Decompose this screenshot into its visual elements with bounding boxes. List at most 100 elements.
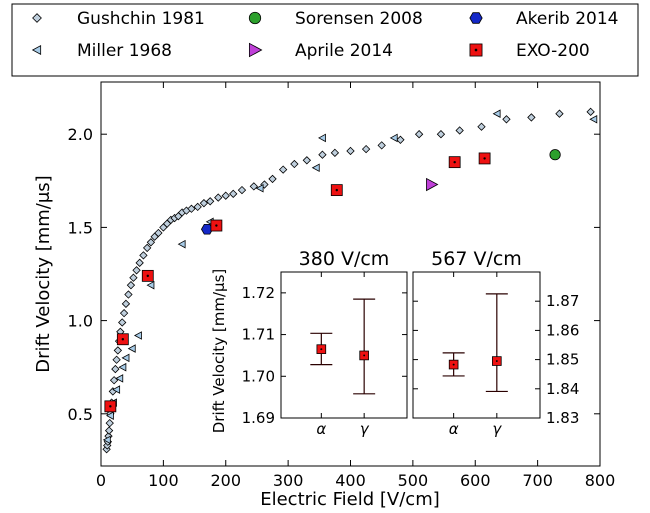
inset-y-tick-label: 1.71 [242,326,275,344]
inset-point-dot [452,363,455,366]
series-akerib-2014 [200,224,214,235]
inset-frame [280,271,408,419]
point-gushchin-1981 [586,107,595,116]
legend-marker-aprile-2014 [248,42,263,58]
point-exo-200-dot [483,157,486,160]
point-gushchin-1981 [237,185,247,195]
point-gushchin-1981 [111,364,120,374]
point-gushchin-1981 [346,146,355,156]
point-exo-200 [478,152,491,165]
x-tick-label: 800 [585,471,616,490]
point-gushchin-1981 [129,273,138,282]
inset-error-bar [485,293,508,393]
legend-label-gushchin-1981: Gushchin 1981 [77,9,205,29]
inset-point [448,359,459,370]
inset-error-bar [353,298,376,395]
point-miller-1968 [112,385,121,394]
point-sorensen-2008 [549,149,561,161]
insets: 380 V/cm 1.69 1.70 1.71 1.72 Drift Velocity [… [210,248,579,438]
point-gushchin-1981 [112,355,121,364]
point-gushchin-1981 [414,130,424,139]
point-exo-200 [448,156,461,169]
y-tick-label: 1.5 [68,218,93,237]
inset-y-axis-label: Drift Velocity [mm/μs] [210,269,228,434]
main-axes: 0 100 200 300 400 500 600 700 800 0.5 1.0 1.5 2.0 El… [33,81,616,510]
point-miller-1968 [177,239,186,249]
legend-label-aprile-2014: Aprile 2014 [295,41,393,61]
inset-title: 567 V/cm [431,248,522,270]
inset-y-tick-label: 1.69 [242,409,275,427]
point-gushchin-1981 [146,238,156,247]
point-gushchin-1981 [377,141,386,150]
point-gushchin-1981 [126,281,136,290]
x-tick-label: 700 [522,471,553,490]
inset-point [492,356,502,366]
legend-marker-sorensen-2008 [248,11,262,25]
legend-marker-exo-200-dot [474,48,478,52]
x-tick-label: 200 [210,471,241,490]
point-gushchin-1981 [455,126,464,135]
main-axis-ticks: 0 100 200 300 400 500 600 700 800 0.5 1.0 1.5 2.0 [68,82,616,490]
inset-y-tick-label: 1.70 [242,367,275,385]
inset-title: 380 V/cm [299,248,390,270]
point-miller-1968 [102,435,111,445]
inset-point [316,344,327,354]
legend-marker-miller-1968 [31,45,42,55]
inset-category-label: γ [492,420,502,438]
series-sorensen-2008 [549,149,561,161]
y-tick-label: 2.0 [68,125,93,144]
point-gushchin-1981 [302,156,312,165]
point-gushchin-1981 [121,299,131,308]
x-tick-label: 300 [273,471,304,490]
point-miller-1968 [146,280,155,290]
inset-1: 380 V/cm 1.69 1.70 1.71 1.72 Drift Velocity [… [210,248,408,438]
point-miller-1968 [118,362,127,372]
legend-label-exo-200: EXO-200 [516,41,590,61]
point-gushchin-1981 [118,318,127,327]
y-tick-label: 0.5 [68,405,93,424]
point-miller-1968 [115,374,124,383]
point-miller-1968 [255,183,264,193]
point-gushchin-1981 [396,135,405,144]
point-exo-200-dot [146,274,149,278]
series-exo-200 [104,152,491,413]
legend-frame [11,3,639,77]
point-gushchin-1981 [135,258,144,267]
point-gushchin-1981 [555,109,564,118]
point-gushchin-1981 [477,122,486,131]
point-gushchin-1981 [527,113,536,122]
point-gushchin-1981 [132,266,141,275]
point-exo-200-dot [335,188,338,192]
point-exo-200 [141,269,154,282]
point-exo-200 [330,184,343,197]
y-tick-label: 1.0 [68,312,93,331]
point-exo-200-dot [453,160,456,164]
point-gushchin-1981 [502,115,511,124]
point-gushchin-1981 [139,251,148,260]
legend-marker-gushchin-1981 [32,13,42,23]
inset-y-tick-label: 1.85 [546,351,579,369]
point-exo-200 [104,400,117,413]
inset-y-tick-label: 1.72 [242,284,275,302]
inset-2: 567 V/cm 1.83 1.84 1.85 1.86 1.87 α γ [412,248,579,438]
point-gushchin-1981 [102,445,111,454]
inset-point-dot [495,360,498,363]
inset-category-label: α [316,420,326,438]
inset-y-tick-label: 1.84 [546,380,579,398]
point-gushchin-1981 [221,191,230,200]
point-gushchin-1981 [105,418,114,428]
point-aprile-2014 [426,177,439,192]
point-exo-200-dot [109,405,112,408]
point-gushchin-1981 [268,174,277,184]
legend-marker-exo-200 [469,43,483,57]
x-tick-label: 400 [335,471,366,490]
point-akerib-2014 [200,224,214,235]
series-aprile-2014 [426,177,439,192]
point-gushchin-1981 [290,159,299,169]
point-gushchin-1981 [214,193,223,202]
legend-label-sorensen-2008: Sorensen 2008 [295,9,423,29]
point-gushchin-1981 [361,144,371,154]
x-tick-label: 600 [460,471,491,490]
inset-y-tick-label: 1.86 [546,321,579,339]
point-gushchin-1981 [193,202,202,212]
